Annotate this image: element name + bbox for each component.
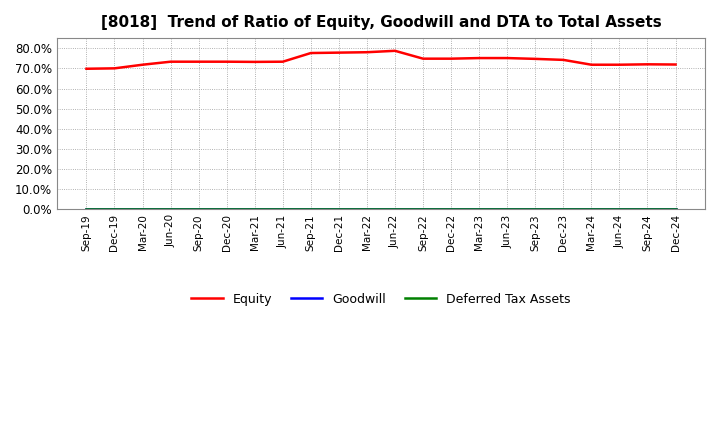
Equity	[335, 50, 343, 55]
Deferred Tax Assets	[307, 207, 315, 212]
Equity	[475, 55, 484, 61]
Equity	[110, 66, 119, 71]
Equity	[222, 59, 231, 64]
Goodwill	[335, 207, 343, 212]
Deferred Tax Assets	[447, 207, 456, 212]
Legend: Equity, Goodwill, Deferred Tax Assets: Equity, Goodwill, Deferred Tax Assets	[186, 288, 575, 311]
Deferred Tax Assets	[82, 207, 91, 212]
Title: [8018]  Trend of Ratio of Equity, Goodwill and DTA to Total Assets: [8018] Trend of Ratio of Equity, Goodwil…	[101, 15, 662, 30]
Deferred Tax Assets	[110, 207, 119, 212]
Goodwill	[615, 207, 624, 212]
Equity	[531, 56, 539, 62]
Deferred Tax Assets	[363, 207, 372, 212]
Deferred Tax Assets	[138, 207, 147, 212]
Equity	[279, 59, 287, 64]
Goodwill	[110, 207, 119, 212]
Equity	[503, 55, 511, 61]
Deferred Tax Assets	[475, 207, 484, 212]
Goodwill	[391, 207, 400, 212]
Equity	[671, 62, 680, 67]
Equity	[615, 62, 624, 67]
Deferred Tax Assets	[222, 207, 231, 212]
Equity	[419, 56, 428, 61]
Equity	[587, 62, 595, 67]
Goodwill	[503, 207, 511, 212]
Equity	[391, 48, 400, 53]
Equity	[251, 59, 259, 65]
Equity	[447, 56, 456, 61]
Goodwill	[166, 207, 175, 212]
Deferred Tax Assets	[251, 207, 259, 212]
Deferred Tax Assets	[419, 207, 428, 212]
Line: Equity: Equity	[86, 51, 675, 69]
Goodwill	[82, 207, 91, 212]
Equity	[559, 57, 567, 62]
Goodwill	[531, 207, 539, 212]
Deferred Tax Assets	[166, 207, 175, 212]
Goodwill	[671, 207, 680, 212]
Deferred Tax Assets	[391, 207, 400, 212]
Deferred Tax Assets	[671, 207, 680, 212]
Equity	[307, 51, 315, 56]
Goodwill	[419, 207, 428, 212]
Equity	[194, 59, 203, 64]
Goodwill	[587, 207, 595, 212]
Goodwill	[307, 207, 315, 212]
Equity	[643, 62, 652, 67]
Deferred Tax Assets	[615, 207, 624, 212]
Goodwill	[643, 207, 652, 212]
Goodwill	[138, 207, 147, 212]
Deferred Tax Assets	[194, 207, 203, 212]
Goodwill	[194, 207, 203, 212]
Deferred Tax Assets	[643, 207, 652, 212]
Deferred Tax Assets	[503, 207, 511, 212]
Deferred Tax Assets	[531, 207, 539, 212]
Goodwill	[279, 207, 287, 212]
Deferred Tax Assets	[279, 207, 287, 212]
Equity	[363, 50, 372, 55]
Goodwill	[363, 207, 372, 212]
Equity	[82, 66, 91, 71]
Equity	[138, 62, 147, 67]
Equity	[166, 59, 175, 64]
Goodwill	[447, 207, 456, 212]
Deferred Tax Assets	[587, 207, 595, 212]
Goodwill	[475, 207, 484, 212]
Goodwill	[251, 207, 259, 212]
Goodwill	[222, 207, 231, 212]
Goodwill	[559, 207, 567, 212]
Deferred Tax Assets	[335, 207, 343, 212]
Deferred Tax Assets	[559, 207, 567, 212]
